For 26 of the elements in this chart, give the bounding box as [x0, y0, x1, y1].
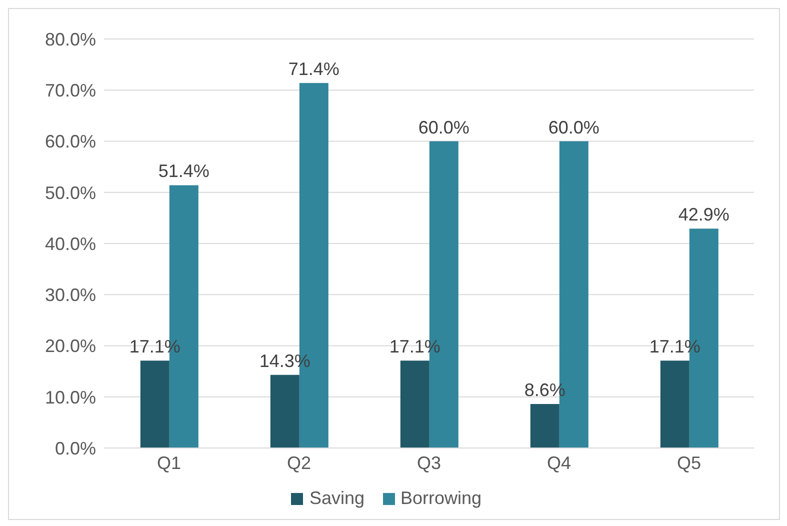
bar — [660, 360, 690, 448]
x-tick-label: Q3 — [416, 452, 442, 473]
y-tick-label: 0.0% — [54, 438, 96, 458]
data-label: 60.0% — [418, 117, 470, 138]
y-tick-label: 80.0% — [44, 29, 96, 50]
y-tick-label: 40.0% — [44, 234, 96, 254]
data-label: 71.4% — [288, 58, 340, 79]
bar — [270, 374, 300, 448]
x-tick-label: Q5 — [676, 452, 702, 473]
legend-label: Saving — [309, 488, 364, 509]
y-tick-label: 30.0% — [44, 285, 96, 306]
data-label: 51.4% — [158, 161, 210, 182]
bar — [400, 360, 430, 448]
data-label: 42.9% — [678, 204, 730, 225]
y-tick-label: 10.0% — [44, 387, 96, 408]
y-tick-label: 60.0% — [44, 132, 96, 152]
y-tick-label: 70.0% — [44, 80, 96, 101]
bar — [530, 404, 560, 448]
x-tick-label: Q1 — [156, 452, 182, 473]
x-tick-label: Q4 — [546, 452, 572, 473]
y-tick-label: 20.0% — [44, 336, 96, 356]
data-label: 60.0% — [548, 117, 600, 138]
legend-label: Borrowing — [400, 488, 482, 509]
x-tick-label: Q2 — [286, 452, 312, 473]
bar — [140, 360, 170, 448]
y-tick-label: 50.0% — [44, 182, 96, 203]
